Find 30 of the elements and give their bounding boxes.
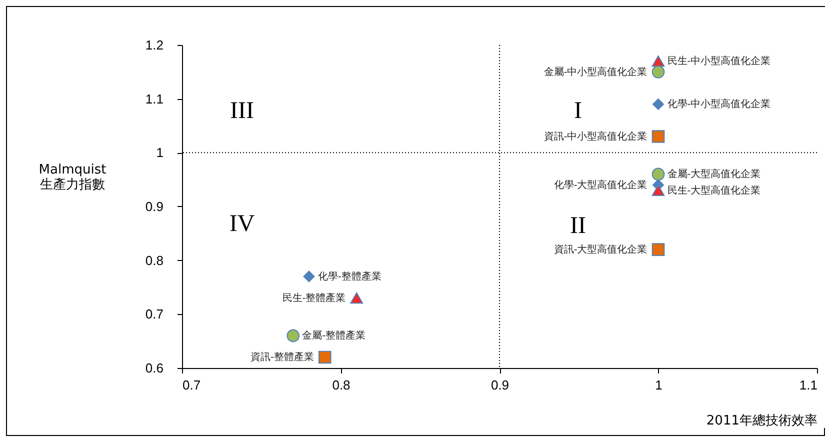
annotation: II [570,213,586,239]
annotation: I [574,98,582,124]
annotation: III [230,98,254,124]
annotation: 金屬-大型高值化企業 [667,168,761,180]
x-tick-label: 1 [655,378,662,392]
y-tick-label: 1 [156,145,164,160]
annotation: 化學-中小型高值化企業 [667,98,771,110]
annotation: 民生-中小型高值化企業 [667,55,771,68]
x-tick-label: 0.7 [182,378,201,392]
annotation: 化學-大型高值化企業 [554,178,648,191]
x-axis-title: 2011年總技術效率 [706,412,818,428]
x-tick-label: 1.1 [799,378,818,392]
annotation: 化學-整體產業 [318,270,382,282]
y-axis-title: Malmquist 生產力指數 [38,162,106,192]
y-tick-label: 0.7 [145,306,164,322]
y-tick-label: 0.6 [145,360,164,376]
annotation: 民生-大型高值化企業 [667,184,761,196]
annotation: IV [229,211,256,237]
y-tick-label: 1.1 [145,91,164,106]
y-tick-label: 0.8 [145,252,164,268]
annotation: 資訊-大型高值化企業 [554,244,648,256]
y-tick-label: 1.2 [145,38,164,52]
x-tick-label: 0.9 [490,378,510,392]
annotation: 金屬-整體產業 [302,330,366,342]
annotation: 資訊-整體產業 [250,351,314,364]
x-tick-label: 0.8 [332,378,350,392]
annotation: 民生-整體產業 [282,292,346,304]
annotation: 資訊-中小型高值化企業 [544,130,648,143]
annotation: 金屬-中小型高值化企業 [544,66,648,78]
y-tick-label: 0.9 [145,199,164,214]
